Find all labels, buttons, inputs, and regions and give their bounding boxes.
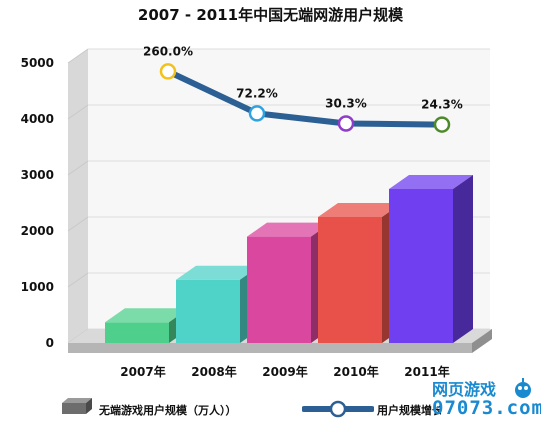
x-tick-label: 2009年 [262,364,307,379]
bar-top [389,175,473,189]
gridline-side [67,272,89,288]
x-tick-label: 2008年 [191,364,236,379]
line-data-label: 30.3% [325,96,367,110]
bar [247,222,331,343]
y-tick-label: 5000 [21,56,54,70]
gridline-side [67,216,89,232]
chart-title: 2007 - 2011年中国无端网游用户规模 [137,6,404,24]
legend-line-swatch [302,400,374,418]
y-tick-label: 4000 [21,112,54,126]
y-tick-label: 3000 [21,168,54,182]
line-marker [337,115,355,132]
bar-line-chart: 0 1000 2000 3000 4000 5000 260.0% 72.2% 30.3% 24… [21,44,492,379]
bar-front [105,322,169,343]
growth-line: 260.0% 72.2% 30.3% 24.3% [143,44,463,133]
bar-top [247,222,331,237]
bar-front [389,189,453,343]
line-marker [159,63,177,80]
y-axis-ticks: 0 1000 2000 3000 4000 5000 [21,56,54,350]
line-marker [248,105,266,122]
line-data-label: 24.3% [421,98,463,112]
floor-front [68,343,472,353]
bar-top [176,265,260,280]
bar-front [247,236,311,343]
floor-side [472,329,492,353]
bar-front [176,279,240,343]
bar-front [318,217,382,343]
legend-line-label: 用户规模增长率 [377,404,441,417]
legend-bar-swatch [62,398,92,414]
gridline-side [67,104,89,120]
legend-bar-label: 无端游戏用户规模（万人）） [99,404,237,417]
legend: 无端游戏用户规模（万人）） 用户规模增长率 [0,388,541,430]
bar-top [105,308,189,323]
bar-top [318,203,402,217]
line-marker [433,116,451,133]
y-tick-label: 1000 [21,280,54,294]
bars [105,175,473,343]
y-tick-label: 0 [46,336,54,350]
watermark-logo: 网页游戏 07073.com [432,370,541,428]
bar-side [453,175,473,343]
y-tick-label: 2000 [21,224,54,238]
bar [389,175,473,343]
x-tick-label: 2010年 [333,364,378,379]
watermark-bottom-text: 07073.com [432,397,541,419]
gridline-side [67,160,89,176]
watermark-top-text: 网页游戏 [432,380,497,399]
growth-line-path [165,68,445,128]
left-wall [68,49,88,343]
gridline-side [67,48,89,64]
line-data-label: 72.2% [236,86,278,100]
x-tick-label: 2011年 [404,364,449,379]
mascot-icon [515,378,531,398]
line-data-label: 260.0% [143,44,193,58]
x-axis-ticks: 2007年 2008年 2009年 2010年 2011年 [120,364,449,379]
x-tick-label: 2007年 [120,364,165,379]
